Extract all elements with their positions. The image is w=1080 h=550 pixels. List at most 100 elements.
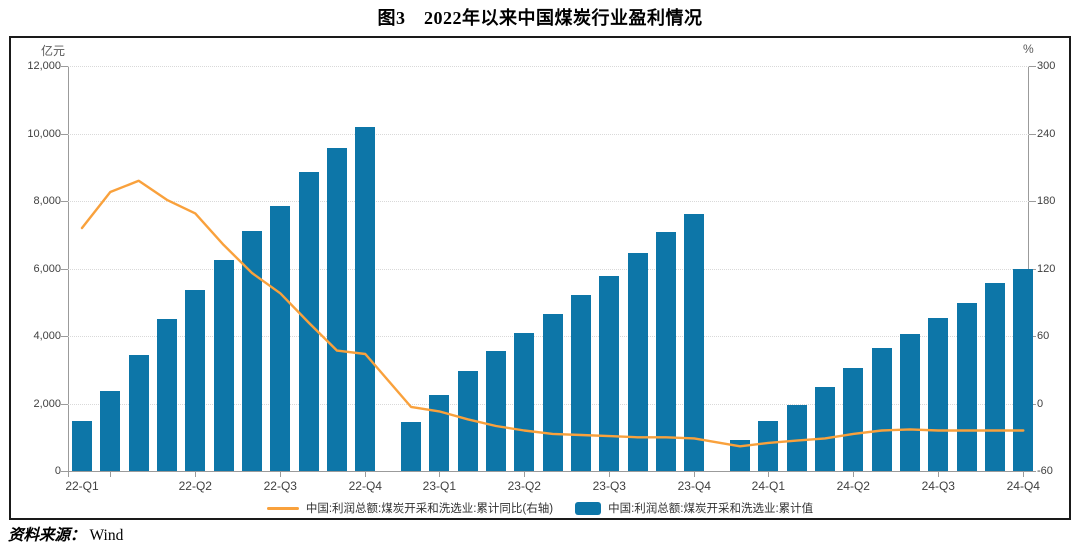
x-axis-tick bbox=[694, 472, 696, 477]
profit-bar bbox=[599, 276, 620, 471]
profit-bar bbox=[213, 259, 234, 471]
left-axis-tick-label: 4,000 bbox=[33, 330, 61, 342]
profit-bar bbox=[786, 405, 807, 471]
right-axis-tick bbox=[1029, 133, 1036, 135]
left-axis-tick bbox=[61, 336, 68, 337]
left-axis-tick bbox=[61, 66, 68, 67]
gridline bbox=[68, 133, 1029, 135]
profit-bar bbox=[457, 371, 478, 471]
x-axis-tick bbox=[609, 472, 611, 477]
line-series-label: 中国:利润总额:煤炭开采和洗选业:累计同比(右轴) bbox=[305, 503, 554, 515]
left-axis-tick bbox=[61, 268, 68, 270]
profit-bar bbox=[270, 205, 291, 471]
x-axis-tick-label: 24-Q2 bbox=[836, 479, 870, 493]
profit-bar bbox=[185, 289, 206, 471]
x-axis-tick bbox=[524, 472, 526, 477]
x-axis-tick-label: 24-Q3 bbox=[921, 479, 955, 493]
x-axis-tick-label: 23-Q3 bbox=[592, 479, 626, 493]
profit-bar bbox=[514, 332, 535, 471]
right-axis-tick-label: 0 bbox=[1037, 397, 1044, 410]
chart-frame: 亿元 % 12,000 300 10,000 240 8,000 180 6,000 120 4… bbox=[9, 36, 1071, 520]
profit-bar bbox=[570, 295, 591, 471]
data-source-label: 资料来源： bbox=[8, 527, 86, 544]
profit-bar bbox=[355, 126, 376, 471]
left-axis-tick bbox=[61, 403, 68, 405]
x-axis-spine bbox=[68, 471, 1029, 472]
x-axis-tick-label: 24-Q4 bbox=[1006, 479, 1040, 493]
plot-area: 12,000 300 10,000 240 8,000 180 6,000 120 4,000 6… bbox=[27, 60, 1055, 493]
profit-bar bbox=[429, 395, 450, 471]
x-axis-tick bbox=[938, 472, 940, 477]
left-axis-tick-label: 12,000 bbox=[27, 60, 61, 72]
profit-bar bbox=[128, 355, 149, 471]
bar-series-label: 中国:利润总额:煤炭开采和洗选业:累计值 bbox=[608, 503, 814, 515]
left-axis-tick-label: 2,000 bbox=[33, 397, 61, 410]
profit-bar bbox=[100, 391, 121, 471]
profit-bar bbox=[485, 350, 506, 471]
left-axis-tick bbox=[61, 471, 68, 472]
line-series-swatch bbox=[266, 506, 299, 510]
legend-item-bar: 中国:利润总额:煤炭开采和洗选业:累计值 bbox=[575, 500, 813, 516]
profit-bar bbox=[241, 230, 262, 471]
profit-bar bbox=[655, 232, 676, 471]
x-axis-tick bbox=[853, 472, 855, 477]
chart-title: 图3 2022年以来中国煤炭行业盈利情况 bbox=[377, 8, 703, 28]
x-axis-tick-label: 22-Q4 bbox=[348, 479, 382, 493]
legend: 中国:利润总额:煤炭开采和洗选业:累计同比(右轴) 中国:利润总额:煤炭开采和洗… bbox=[11, 500, 1069, 516]
left-axis-tick bbox=[61, 133, 68, 135]
x-axis-tick bbox=[68, 472, 69, 477]
x-axis-tick bbox=[365, 472, 367, 477]
profit-bar bbox=[984, 283, 1005, 471]
profit-bar bbox=[899, 334, 920, 471]
gridline bbox=[68, 201, 1029, 202]
yoy-line bbox=[80, 179, 1025, 448]
bar-series-swatch bbox=[575, 501, 602, 515]
x-axis-tick-label: 23-Q2 bbox=[507, 479, 541, 493]
right-axis-unit-label: % bbox=[1023, 42, 1034, 56]
data-source: 资料来源： Wind bbox=[8, 523, 123, 545]
x-axis-tick-label: 24-Q1 bbox=[751, 479, 785, 493]
profit-bar bbox=[956, 302, 977, 471]
profit-bar bbox=[871, 348, 892, 471]
left-axis-tick-label: 8,000 bbox=[33, 195, 61, 207]
profit-bar bbox=[72, 421, 92, 471]
profit-bar bbox=[542, 313, 563, 471]
data-source-value: Wind bbox=[89, 527, 124, 544]
right-axis-tick-label: -60 bbox=[1037, 465, 1053, 477]
profit-bar bbox=[814, 387, 835, 471]
left-axis-tick-label: 10,000 bbox=[27, 127, 61, 140]
right-axis-tick-label: 180 bbox=[1037, 195, 1056, 207]
left-axis-unit-label: 亿元 bbox=[41, 44, 66, 58]
profit-bar bbox=[928, 318, 949, 471]
x-axis-tick bbox=[439, 472, 441, 477]
x-axis-tick-label: 22-Q3 bbox=[263, 479, 297, 493]
profit-bar bbox=[156, 318, 177, 471]
right-axis-tick bbox=[1029, 201, 1036, 202]
right-axis-tick-label: 240 bbox=[1037, 127, 1056, 140]
profit-bar bbox=[627, 252, 648, 471]
left-axis-tick-label: 6,000 bbox=[33, 262, 61, 275]
legend-item-line: 中国:利润总额:煤炭开采和洗选业:累计同比(右轴) bbox=[266, 500, 554, 516]
x-axis-tick bbox=[768, 472, 770, 477]
x-axis-tick bbox=[195, 472, 197, 477]
right-axis-tick-label: 120 bbox=[1037, 262, 1056, 275]
profit-bar bbox=[1013, 269, 1034, 471]
gridline bbox=[68, 268, 1029, 270]
profit-bar bbox=[730, 439, 750, 471]
x-axis-tick bbox=[1023, 472, 1025, 477]
profit-bar bbox=[843, 367, 864, 471]
profit-bar bbox=[326, 148, 347, 471]
x-axis-tick bbox=[110, 472, 112, 477]
x-axis-tick-label: 22-Q1 bbox=[65, 479, 99, 493]
x-axis-tick-label: 23-Q1 bbox=[422, 479, 456, 493]
right-axis-tick-label: 300 bbox=[1037, 60, 1056, 72]
profit-bar bbox=[758, 421, 779, 471]
x-axis-tick bbox=[280, 472, 282, 477]
profit-bar bbox=[684, 213, 705, 471]
left-axis-tick-label: 0 bbox=[54, 465, 61, 477]
left-axis-tick bbox=[61, 201, 68, 202]
right-axis-tick bbox=[1029, 471, 1036, 472]
right-axis-tick bbox=[1029, 66, 1036, 67]
profit-bar bbox=[401, 422, 421, 471]
x-axis-tick-label: 22-Q2 bbox=[178, 479, 212, 493]
